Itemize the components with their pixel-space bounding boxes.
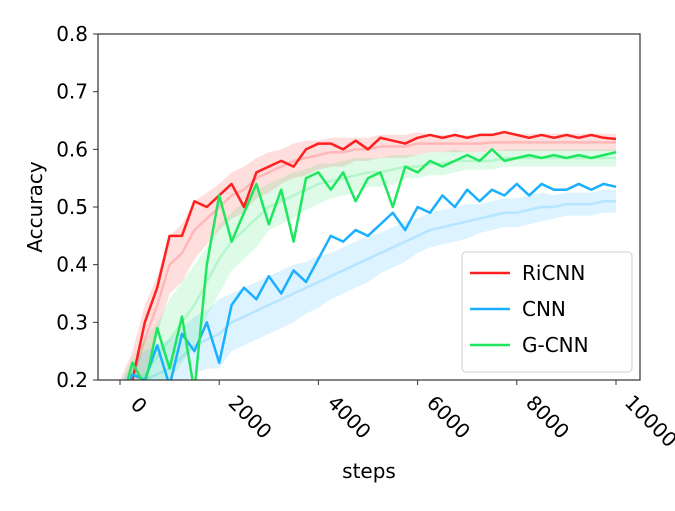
x-tick-label: 0 <box>126 392 152 418</box>
legend-label-ricnn: RiCNN <box>522 261 585 285</box>
x-tick-label: 4000 <box>323 391 376 444</box>
x-tick-label: 8000 <box>521 391 574 444</box>
g-cnn-mean-line <box>136 156 616 380</box>
x-tick-label: 6000 <box>422 391 475 444</box>
y-tick-label: 0.6 <box>56 137 88 161</box>
legend-label-g-cnn: G-CNN <box>522 333 589 357</box>
legend-box <box>461 251 633 373</box>
x-tick-label: 10000 <box>620 390 675 452</box>
x-tick-label: 2000 <box>224 391 277 444</box>
y-tick-label: 0.7 <box>56 80 88 104</box>
x-axis: 0 2000 4000 6000 8000 10000 <box>119 380 675 452</box>
ricnn-band <box>120 132 616 380</box>
y-tick-label: 0.3 <box>56 310 88 334</box>
y-tick-label: 0.5 <box>56 195 88 219</box>
legend-label-cnn: CNN <box>522 297 566 321</box>
ricnn-line <box>131 130 617 380</box>
y-tick-label: 0.4 <box>56 253 88 277</box>
y-axis-label: Accuracy <box>23 161 47 252</box>
cnn-line <box>129 182 617 380</box>
x-axis-label: steps <box>342 459 396 483</box>
series-lines <box>126 130 617 380</box>
y-tick-label: 0.8 <box>56 22 88 46</box>
g-cnn-line <box>126 148 617 380</box>
cnn-mean-line <box>141 199 616 380</box>
y-axis: 0.2 0.3 0.4 0.5 0.6 0.7 0.8 <box>56 22 98 392</box>
legend: RiCNN CNN G-CNN <box>461 251 633 373</box>
y-tick-label: 0.2 <box>56 368 88 392</box>
cnn-band <box>123 189 616 380</box>
